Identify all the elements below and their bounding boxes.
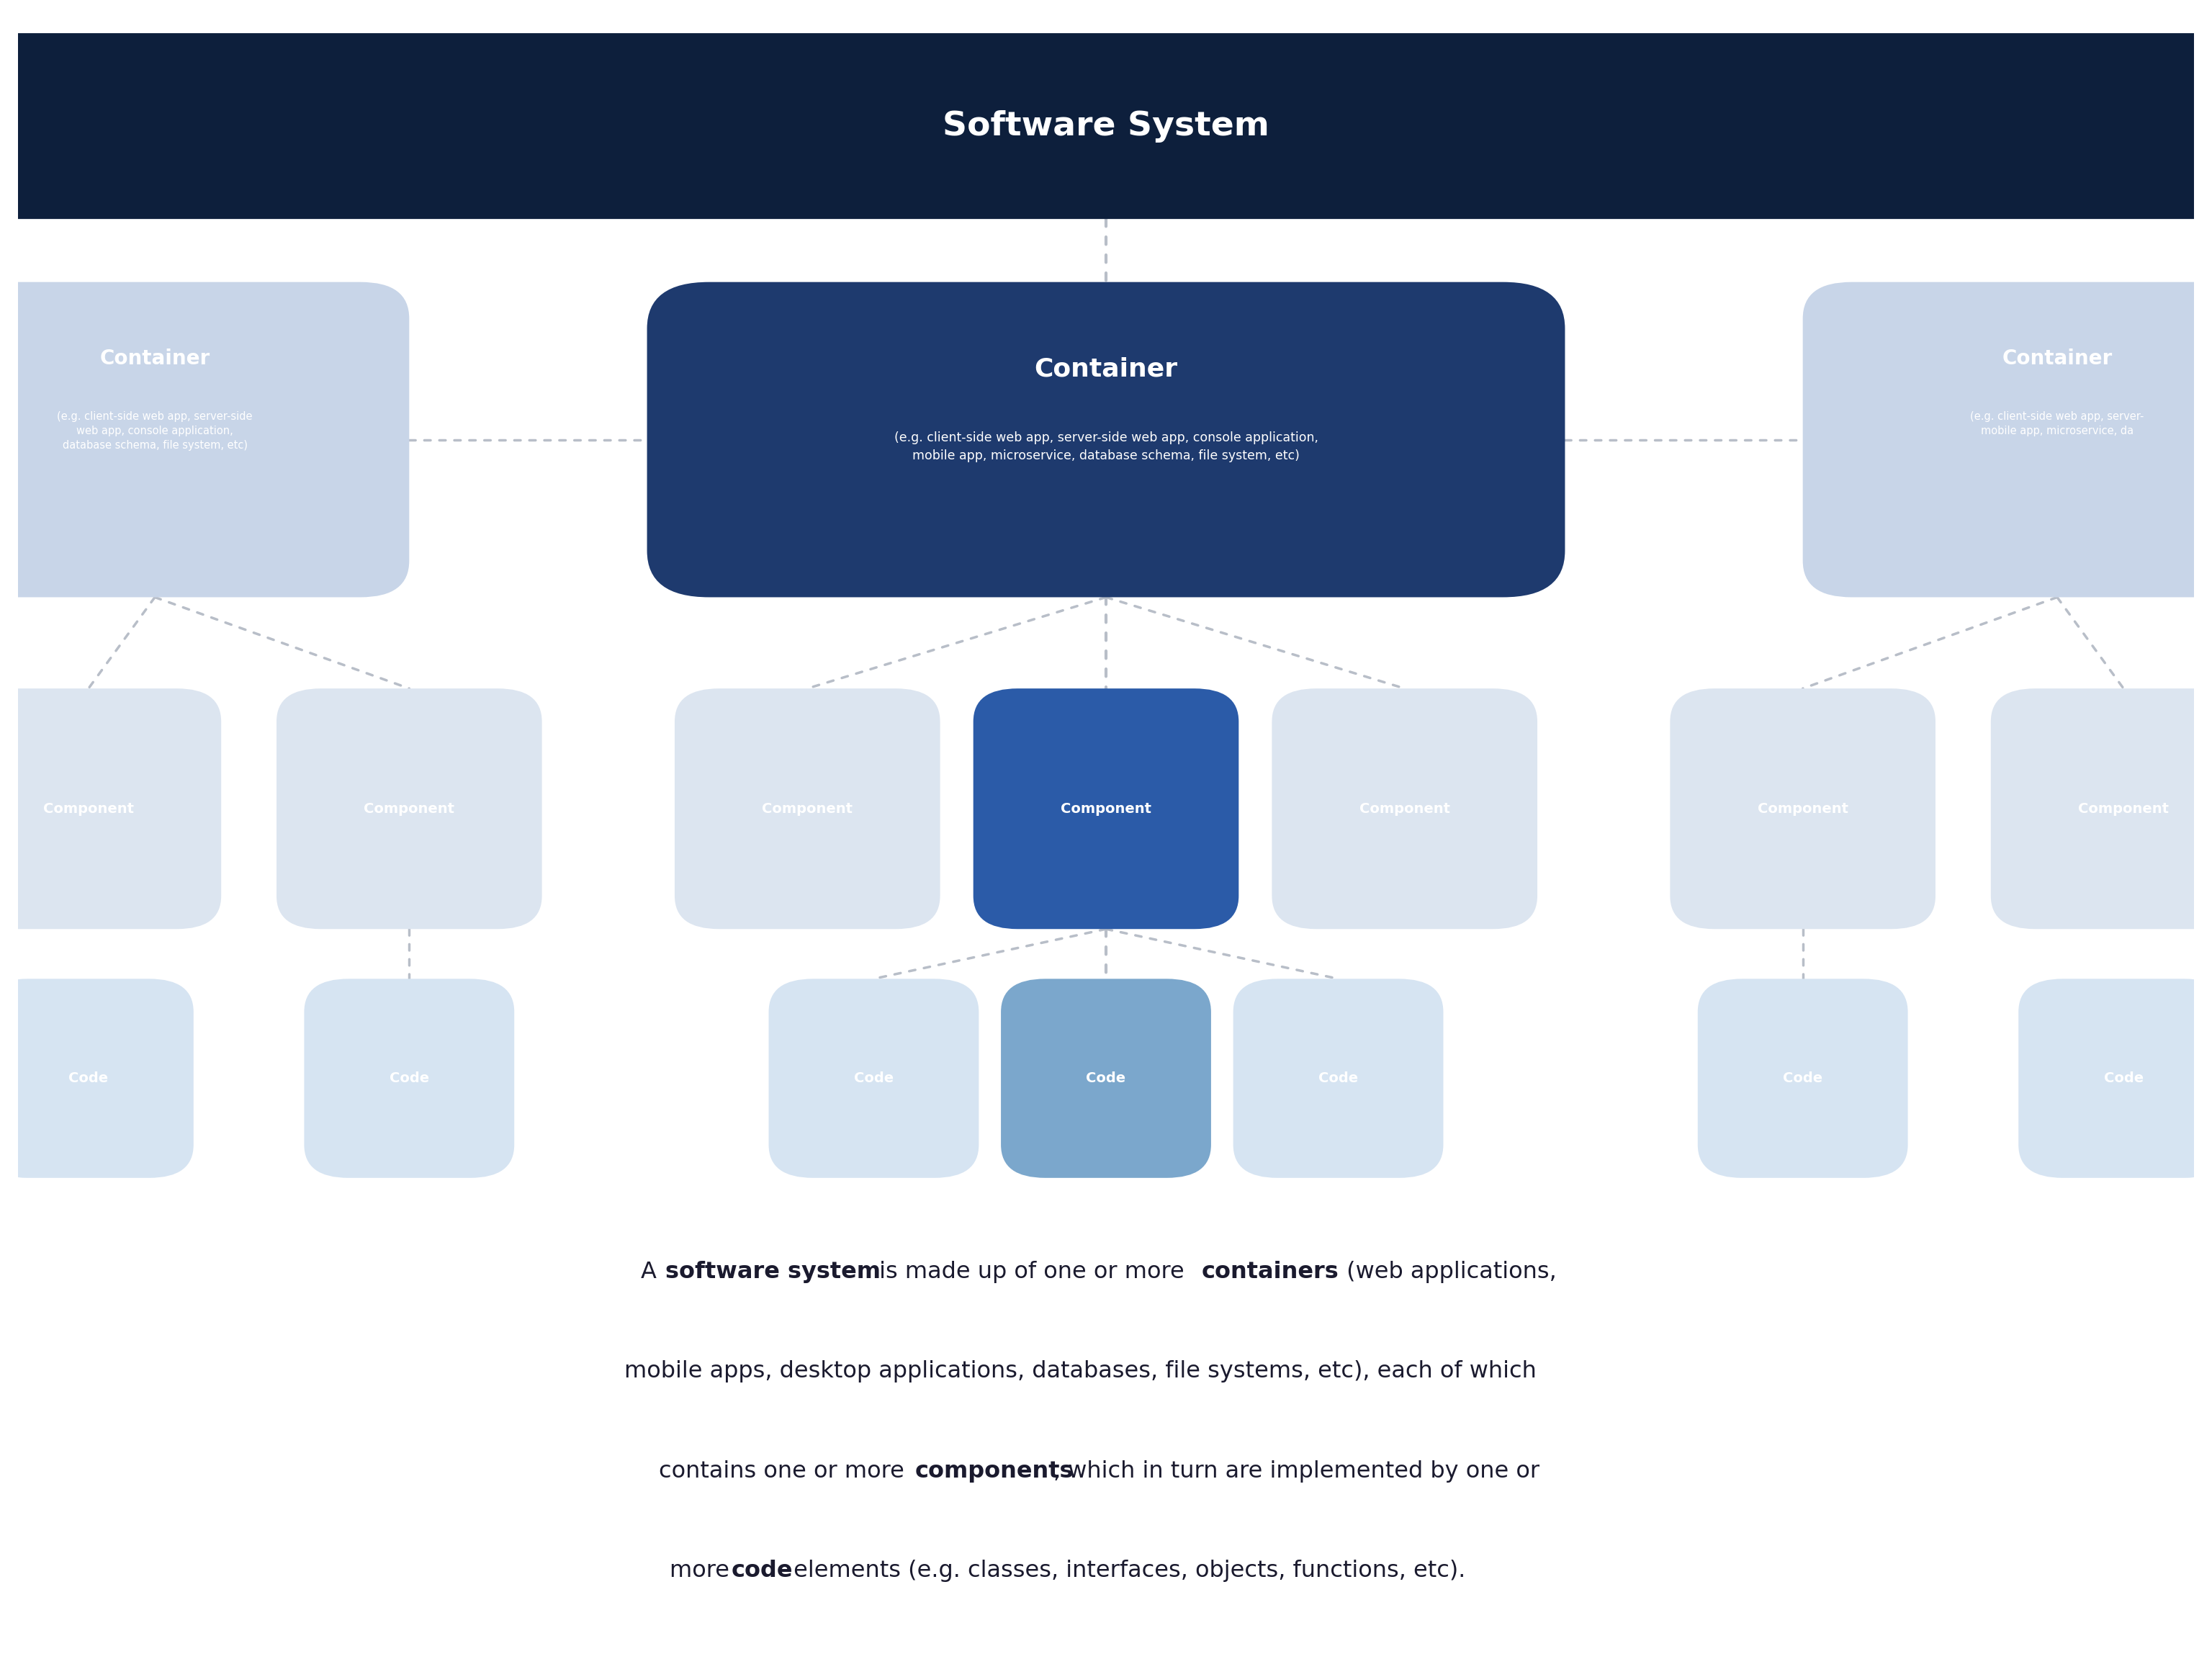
Text: (e.g. client-side web app, server-side
web app, console application,
database sc: (e.g. client-side web app, server-side w… bbox=[58, 411, 252, 451]
FancyBboxPatch shape bbox=[276, 688, 542, 929]
Text: Code: Code bbox=[1783, 1072, 1823, 1085]
FancyBboxPatch shape bbox=[1272, 688, 1537, 929]
Text: Software System: Software System bbox=[942, 109, 1270, 143]
Text: Component: Component bbox=[1358, 801, 1451, 816]
FancyBboxPatch shape bbox=[973, 688, 1239, 929]
FancyBboxPatch shape bbox=[0, 282, 409, 597]
Text: (web applications,: (web applications, bbox=[1340, 1261, 1557, 1282]
Text: contains one or more: contains one or more bbox=[659, 1460, 911, 1481]
FancyBboxPatch shape bbox=[1803, 282, 2212, 597]
Text: Component: Component bbox=[42, 801, 135, 816]
Text: (e.g. client-side web app, server-
mobile app, microservice, da: (e.g. client-side web app, server- mobil… bbox=[1971, 411, 2143, 436]
Bar bbox=[0, 0, 18, 1659]
Text: more: more bbox=[670, 1559, 737, 1581]
Text: Code: Code bbox=[854, 1072, 894, 1085]
Text: Component: Component bbox=[1756, 801, 1849, 816]
Text: A: A bbox=[641, 1261, 664, 1282]
Text: software system: software system bbox=[666, 1261, 880, 1282]
FancyBboxPatch shape bbox=[1670, 688, 1936, 929]
Text: mobile apps, desktop applications, databases, file systems, etc), each of which: mobile apps, desktop applications, datab… bbox=[624, 1360, 1537, 1382]
Text: Code: Code bbox=[69, 1072, 108, 1085]
Text: Code: Code bbox=[1318, 1072, 1358, 1085]
FancyBboxPatch shape bbox=[1697, 979, 1907, 1178]
Text: is made up of one or more: is made up of one or more bbox=[872, 1261, 1192, 1282]
Text: components: components bbox=[916, 1460, 1073, 1481]
Text: Code: Code bbox=[1086, 1072, 1126, 1085]
Text: (e.g. client-side web app, server-side web app, console application,
mobile app,: (e.g. client-side web app, server-side w… bbox=[894, 431, 1318, 463]
Text: Component: Component bbox=[1060, 801, 1152, 816]
FancyBboxPatch shape bbox=[1232, 979, 1442, 1178]
Text: Container: Container bbox=[2002, 348, 2112, 368]
Text: code: code bbox=[730, 1559, 792, 1581]
FancyBboxPatch shape bbox=[675, 688, 940, 929]
Text: Code: Code bbox=[389, 1072, 429, 1085]
Text: Component: Component bbox=[2077, 801, 2170, 816]
FancyBboxPatch shape bbox=[1991, 688, 2212, 929]
Text: Container: Container bbox=[100, 348, 210, 368]
Text: containers: containers bbox=[1201, 1261, 1338, 1282]
FancyBboxPatch shape bbox=[305, 979, 513, 1178]
Text: Code: Code bbox=[2104, 1072, 2143, 1085]
FancyBboxPatch shape bbox=[1000, 979, 1212, 1178]
FancyBboxPatch shape bbox=[646, 282, 1566, 597]
FancyBboxPatch shape bbox=[2017, 979, 2212, 1178]
Bar bbox=[2194, 0, 2212, 1659]
Text: Container: Container bbox=[1035, 357, 1177, 382]
Text: Component: Component bbox=[363, 801, 456, 816]
FancyBboxPatch shape bbox=[0, 33, 2212, 219]
Text: Component: Component bbox=[761, 801, 854, 816]
Text: , which in turn are implemented by one or: , which in turn are implemented by one o… bbox=[1053, 1460, 1540, 1481]
FancyBboxPatch shape bbox=[770, 979, 978, 1178]
FancyBboxPatch shape bbox=[0, 688, 221, 929]
FancyBboxPatch shape bbox=[0, 979, 192, 1178]
Text: elements (e.g. classes, interfaces, objects, functions, etc).: elements (e.g. classes, interfaces, obje… bbox=[785, 1559, 1464, 1581]
